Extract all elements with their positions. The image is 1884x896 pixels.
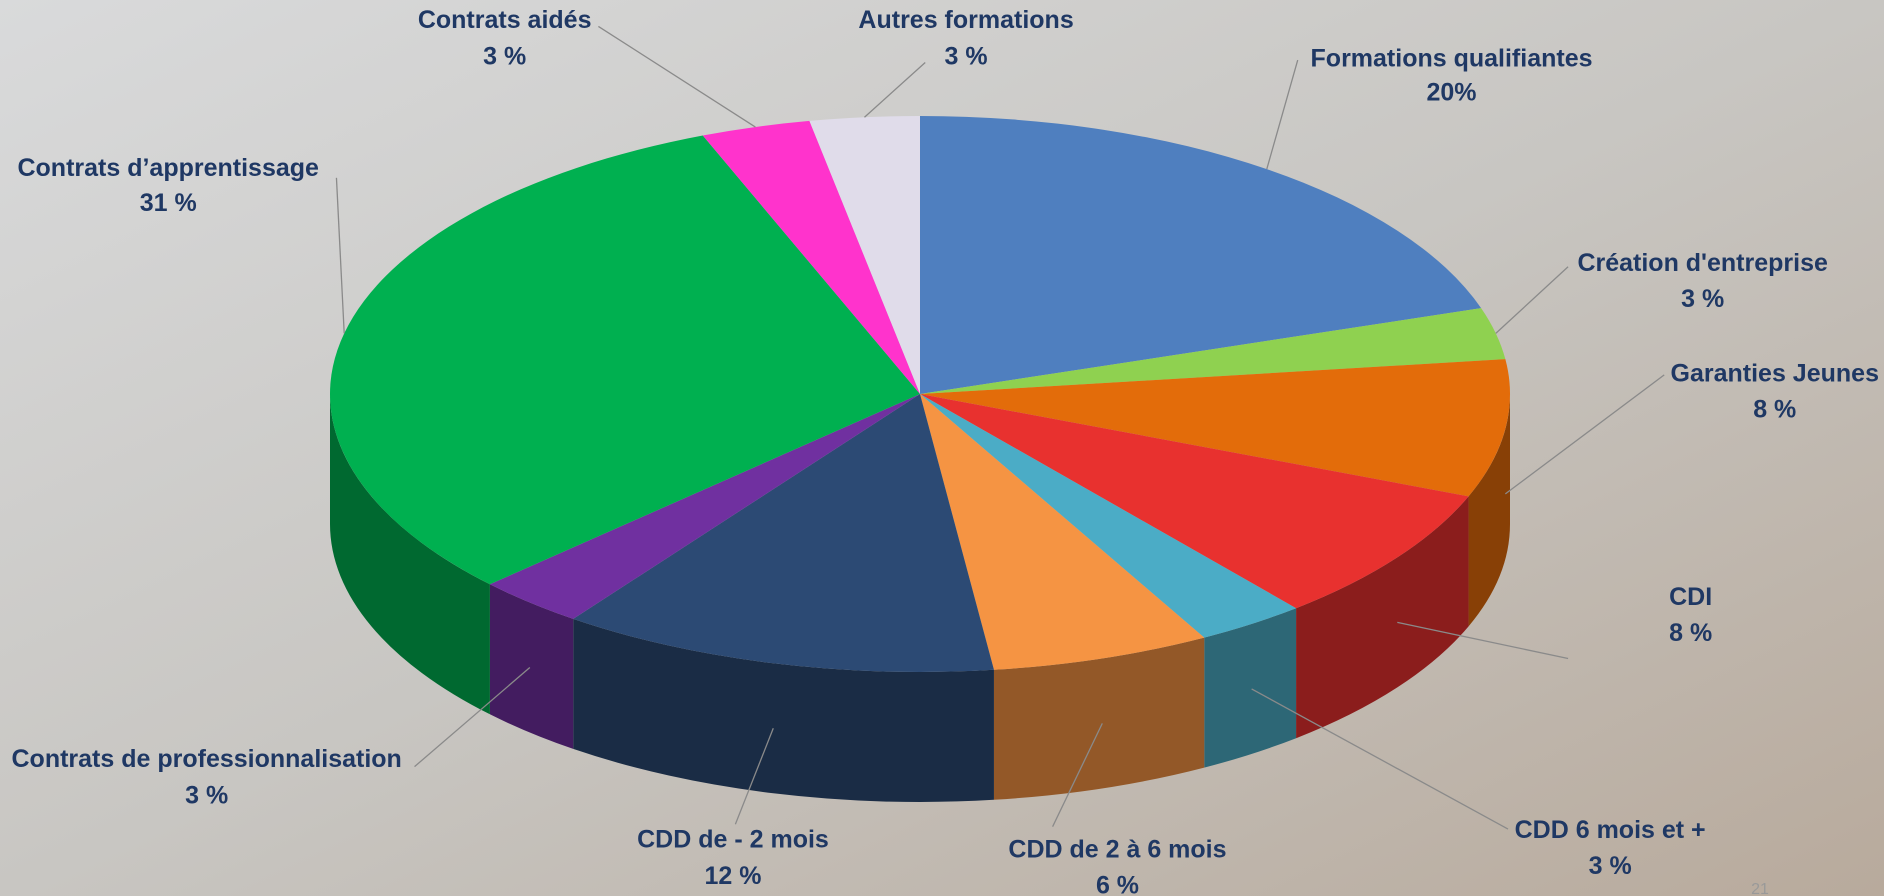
category-label: CDI xyxy=(1669,583,1712,611)
value-label: 3 % xyxy=(185,781,228,809)
value-label: 12 % xyxy=(704,862,761,890)
category-label: Contrats d’apprentissage xyxy=(17,154,319,182)
value-label: 8 % xyxy=(1753,396,1796,424)
chart: 21 Formations qualifiantes 20% Création d'… xyxy=(0,0,1884,896)
page: 21 Formations qualifiantes 20% Création d'… xyxy=(0,0,1884,896)
value-label: 3 % xyxy=(945,42,988,70)
category-label: Autres formations xyxy=(858,6,1073,34)
value-label: 3 % xyxy=(1589,852,1632,880)
category-label: Contrats aidés xyxy=(418,6,592,34)
page-number: 21 xyxy=(1751,881,1769,896)
category-label: Garanties Jeunes xyxy=(1671,360,1879,388)
category-label: CDD 6 mois et + xyxy=(1515,816,1706,844)
value-label: 31 % xyxy=(140,189,197,217)
category-label: Contrats de professionnalisation xyxy=(12,745,402,773)
value-label: 8 % xyxy=(1669,619,1712,647)
value-label: 20% xyxy=(1427,78,1477,106)
category-label: Formations qualifiantes xyxy=(1311,45,1593,73)
value-label: 6 % xyxy=(1096,871,1139,896)
value-label: 3 % xyxy=(483,42,526,70)
category-label: CDD de 2 à 6 mois xyxy=(1008,835,1226,863)
value-label: 3 % xyxy=(1681,285,1724,313)
category-label: CDD de - 2 mois xyxy=(637,826,829,854)
category-label: Création d'entreprise xyxy=(1577,249,1828,277)
